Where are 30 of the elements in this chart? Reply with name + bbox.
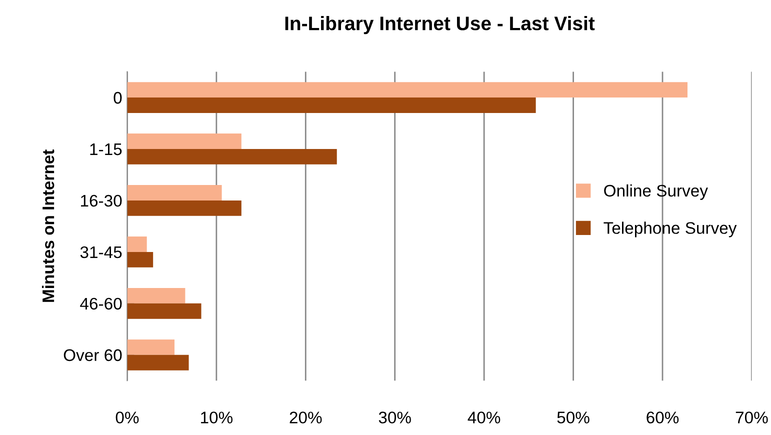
bar — [127, 236, 147, 252]
y-tick-label: 0 — [114, 92, 122, 104]
y-tick-label: 1-15 — [90, 144, 122, 156]
y-tick-label: Over 60 — [64, 349, 122, 362]
bar — [127, 148, 337, 164]
y-axis-title: Minutes on Internet — [42, 150, 54, 302]
y-tick-label: 31-45 — [80, 246, 122, 258]
legend-label: Online Survey — [604, 184, 708, 200]
legend-label: Telephone Survey — [604, 222, 737, 238]
bar — [127, 252, 154, 268]
bar — [127, 98, 536, 113]
bar — [127, 82, 688, 98]
bar — [127, 200, 242, 216]
x-tick-label: 60% — [646, 412, 679, 424]
bar — [127, 288, 186, 304]
x-tick-label: 30% — [378, 412, 411, 424]
x-tick-label: 50% — [557, 412, 590, 424]
y-tick-label: 46-60 — [80, 298, 122, 310]
chart-title: In-Library Internet Use - Last Visit — [285, 16, 595, 34]
x-tick-label: 40% — [468, 412, 500, 424]
bar — [127, 354, 189, 370]
x-tick-label: 0% — [116, 412, 139, 424]
x-tick-label: 10% — [201, 412, 233, 424]
x-tick-label: 20% — [290, 412, 322, 424]
bar — [127, 185, 222, 200]
bar — [127, 303, 202, 319]
bar — [127, 339, 174, 355]
y-tick-label: 16-30 — [81, 194, 122, 207]
bar — [127, 134, 242, 149]
x-tick-label: 70% — [736, 412, 768, 424]
